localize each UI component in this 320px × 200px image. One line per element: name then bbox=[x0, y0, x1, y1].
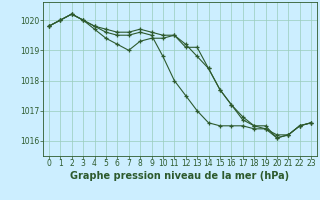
X-axis label: Graphe pression niveau de la mer (hPa): Graphe pression niveau de la mer (hPa) bbox=[70, 171, 290, 181]
